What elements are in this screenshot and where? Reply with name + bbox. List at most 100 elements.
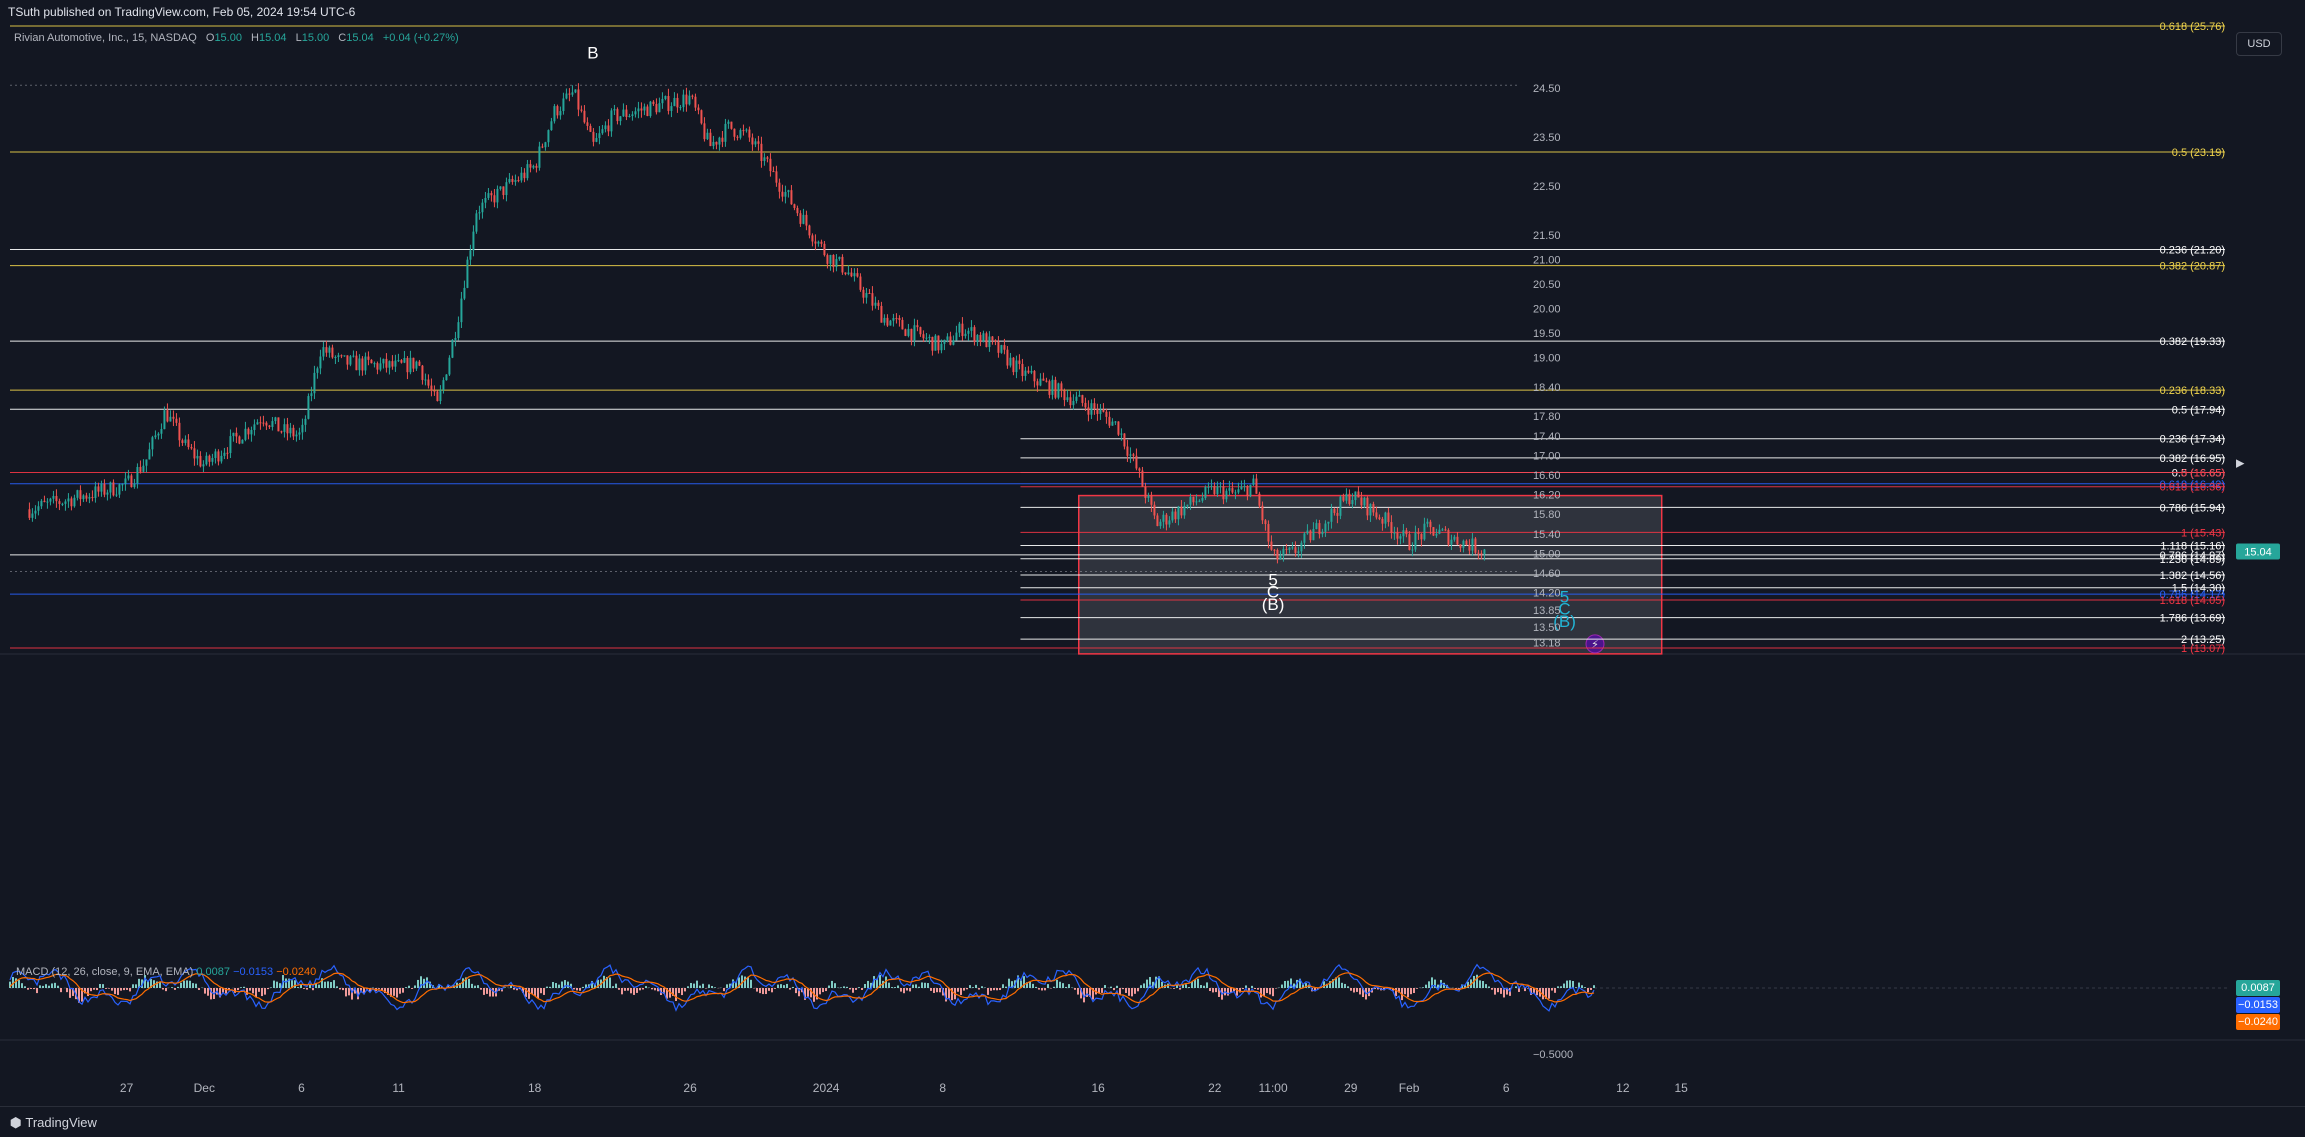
hist-value: −0.0240 [276,966,316,978]
candle-body [637,108,639,111]
candle-body [274,417,276,421]
macd-histogram-bar [1179,988,1181,990]
candle-body [1246,486,1248,496]
candle [1081,395,1083,407]
candle [613,105,615,115]
candle [448,355,450,376]
candle [586,117,588,130]
candle [667,89,669,115]
candle-body [667,96,669,111]
candle-body [721,138,723,142]
macd-histogram-bar [759,988,761,993]
macd-histogram-bar [249,988,251,991]
signal-value: −0.0153 [233,966,273,978]
macd-histogram-bar [963,988,965,991]
candle-body [1159,522,1161,526]
fib-label-1-13-07: 1 (13.07) [2181,643,2225,655]
candle [388,360,390,374]
candle [1126,440,1128,462]
candle-body [1429,522,1431,527]
fib-label-0-618-16-36: 0.618 (16.36) [2160,482,2225,494]
candle [751,133,753,150]
candle [565,88,567,99]
candle [595,133,597,142]
macd-histogram-bar [792,987,794,988]
time-tick-label: 16 [1092,1081,1106,1095]
candle [1030,366,1032,374]
candle-body [1369,504,1371,515]
candle-body [760,144,762,161]
macd-histogram-bar [924,983,926,988]
macd-histogram-bar [1407,988,1409,997]
candle [286,418,288,440]
candle [73,495,75,508]
macd-histogram-bar [267,988,269,989]
macd-histogram-bar [912,985,914,988]
candle-body [1279,556,1281,559]
candle [949,332,951,346]
macd-histogram-bar [894,987,896,988]
macd-histogram-bar [909,988,911,991]
candle-body [295,435,297,437]
wave-label-b: B [587,43,598,62]
macd-histogram-bar [777,985,779,988]
candle [733,128,735,140]
candle [532,165,534,169]
candle-body [664,96,666,99]
price-chart[interactable]: ⚡ 0.618 (25.76)0.5 (23.19)0.236 (21.20)0… [0,0,2305,1106]
candle [994,339,996,345]
candle [907,324,909,337]
candle-body [1036,381,1038,385]
macd-histogram-bar [981,986,983,988]
candle [682,90,684,112]
time-tick-label: 11:00 [1258,1081,1287,1095]
candle-body [616,109,618,121]
candle-body [1249,485,1251,496]
macd-histogram-bar [36,988,38,993]
hist-badge: −0.0240 [2236,1014,2280,1030]
candle-body [1006,350,1008,366]
macd-histogram-bar [996,988,998,990]
candle-body [1390,522,1392,533]
candle [487,188,489,200]
candle [367,351,369,365]
macd-histogram-bar [852,988,854,993]
fib-label-0-382-20-87: 0.382 (20.87) [2160,261,2225,273]
macd-histogram-bar [117,988,119,995]
candle-body [349,356,351,364]
candle [685,88,687,112]
candle [664,95,666,100]
candle-body [142,466,144,472]
macd-histogram-bar [543,988,545,995]
candle-body [433,391,435,392]
candle-body [1363,498,1365,506]
candle [289,423,291,438]
candle [145,459,147,472]
macd-histogram-bar [306,988,308,990]
macd-histogram-bar [636,988,638,993]
candle [985,332,987,348]
candle-body [526,164,528,178]
candle-body [1069,397,1071,405]
tradingview-logo[interactable]: ⬢TradingView [10,1115,97,1131]
candle [1009,353,1011,368]
candle-body [1465,541,1467,545]
candle [244,422,246,441]
candle [370,359,372,363]
candle-body [1114,421,1116,422]
macd-histogram-bar [774,988,776,989]
macd-histogram-bar [1413,988,1415,993]
macd-histogram-bar [318,985,320,988]
candle-body [202,464,204,466]
macd-histogram-bar [1422,987,1424,988]
macd-histogram-bar [918,987,920,988]
price-tick-label: 16.60 [1533,470,1561,482]
candle-body [1477,553,1479,554]
macd-histogram-bar [1344,984,1346,988]
candle [490,191,492,202]
macd-histogram-bar [1125,988,1127,993]
candle-body [418,362,420,366]
macd-histogram-bar [51,983,53,988]
macd-histogram-bar [345,988,347,996]
